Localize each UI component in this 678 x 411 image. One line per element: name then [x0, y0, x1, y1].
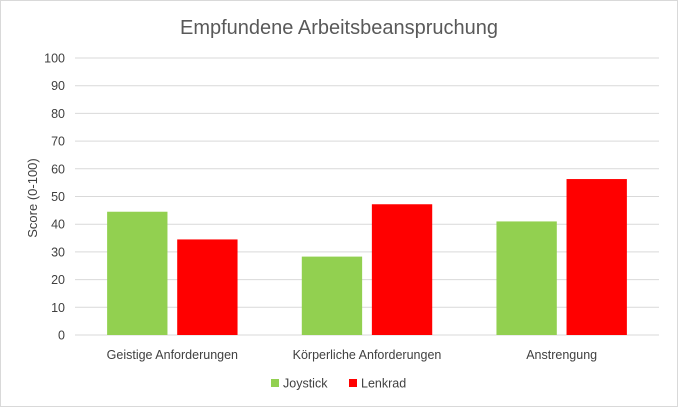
x-tick-label: Körperliche Anforderungen: [293, 348, 442, 362]
chart-title: Empfundene Arbeitsbeanspruchung: [180, 17, 498, 39]
y-tick-label: 10: [51, 301, 65, 315]
legend: Joystick Lenkrad: [271, 377, 406, 391]
legend-label-joystick: Joystick: [283, 377, 328, 391]
y-tick-label: 70: [51, 135, 65, 149]
y-tick-label: 80: [51, 107, 65, 121]
bars: [107, 179, 627, 335]
x-tick-label: Geistige Anforderungen: [107, 348, 238, 362]
bar-lenkrad-1: [177, 239, 238, 335]
y-tick-label: 0: [58, 329, 65, 343]
y-tick-label: 90: [51, 79, 65, 93]
legend-label-lenkrad: Lenkrad: [361, 377, 406, 391]
x-axis-labels: Geistige Anforderungen Körperliche Anford…: [107, 348, 597, 362]
legend-swatch-joystick: [271, 379, 279, 387]
legend-swatch-lenkrad: [349, 379, 357, 387]
y-axis-title: Score (0-100): [25, 158, 40, 237]
y-tick-label: 60: [51, 162, 65, 176]
y-tick-label: 40: [51, 218, 65, 232]
y-axis-ticks: 0 10 20 30 40 50 60 70 80 90 100: [44, 52, 65, 343]
bar-joystick-3: [496, 221, 557, 335]
y-tick-label: 20: [51, 273, 65, 287]
bar-lenkrad-3: [566, 179, 627, 335]
y-tick-label: 100: [44, 52, 65, 66]
bar-joystick-1: [107, 211, 168, 335]
bar-joystick-2: [301, 256, 363, 335]
y-tick-label: 30: [51, 245, 65, 259]
y-tick-label: 50: [51, 190, 65, 204]
bar-lenkrad-2: [371, 204, 433, 335]
gridlines: [75, 57, 659, 336]
x-tick-label: Anstrengung: [526, 348, 597, 362]
